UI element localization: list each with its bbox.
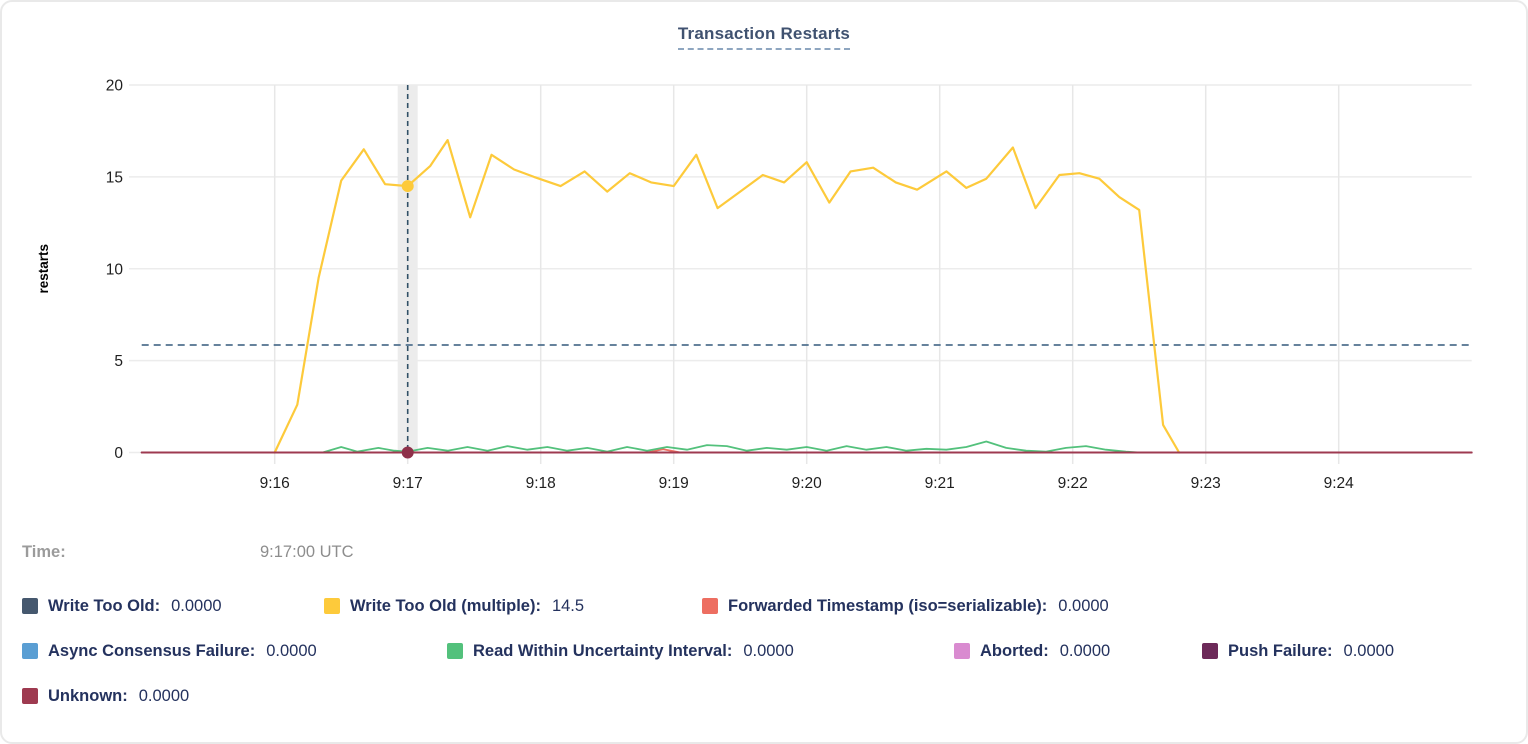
series-color-swatch bbox=[1202, 643, 1218, 659]
legend-item-write-too-old: Write Too Old: 0.0000 bbox=[22, 591, 222, 621]
series-label: Unknown: bbox=[48, 686, 128, 705]
x-tick-label: 9:24 bbox=[1324, 475, 1355, 492]
x-tick-label: 9:22 bbox=[1058, 475, 1088, 492]
transaction-restarts-chart[interactable]: 0 5 10 15 20 9:16 9:17 9:18 9:19 9:20 9:21 9:22 9:23… bbox=[2, 2, 1528, 514]
series-color-swatch bbox=[447, 643, 463, 659]
chart-header: Transaction Restarts bbox=[2, 24, 1526, 50]
series-value: 14.5 bbox=[551, 596, 585, 615]
x-tick-label: 9:23 bbox=[1191, 475, 1221, 492]
series-value: 0.0000 bbox=[1058, 596, 1109, 615]
x-tick-label: 9:17 bbox=[393, 475, 423, 492]
legend-item-read-within-uncertainty-interval: Read Within Uncertainty Interval: 0.0000 bbox=[447, 636, 794, 666]
series-value: 0.0000 bbox=[266, 641, 317, 660]
y-tick-label: 15 bbox=[106, 169, 123, 186]
y-axis-title: restarts bbox=[36, 244, 51, 294]
series-color-swatch bbox=[324, 598, 340, 614]
series-color-swatch bbox=[22, 598, 38, 614]
y-tick-label: 0 bbox=[114, 445, 123, 462]
y-tick-label: 10 bbox=[106, 261, 124, 278]
legend-item-forwarded-timestamp: Forwarded Timestamp (iso=serializable): … bbox=[702, 591, 1109, 621]
series-color-swatch bbox=[22, 688, 38, 704]
x-tick-label: 9:16 bbox=[260, 475, 290, 492]
series-line-write-too-old-multiple- bbox=[273, 139, 1181, 454]
legend-item-aborted: Aborted: 0.0000 bbox=[954, 636, 1110, 666]
series-label: Async Consensus Failure: bbox=[48, 641, 256, 660]
series-value: 0.0000 bbox=[1343, 641, 1394, 660]
chart-title[interactable]: Transaction Restarts bbox=[677, 24, 851, 50]
series-color-swatch bbox=[702, 598, 718, 614]
legend-item-async-consensus-failure: Async Consensus Failure: 0.0000 bbox=[22, 636, 317, 666]
hover-time-row: Time: 9:17:00 UTC bbox=[22, 537, 354, 567]
time-value: 9:17:00 UTC bbox=[260, 542, 354, 561]
series-label: Write Too Old (multiple): bbox=[350, 596, 541, 615]
x-tick-label: 9:20 bbox=[792, 475, 823, 492]
legend-item-unknown: Unknown: 0.0000 bbox=[22, 681, 189, 711]
x-tick-label: 9:18 bbox=[526, 475, 556, 492]
series-label: Push Failure: bbox=[1228, 641, 1333, 660]
series-label: Aborted: bbox=[980, 641, 1049, 660]
legend-item-write-too-old-multiple: Write Too Old (multiple): 14.5 bbox=[324, 591, 584, 621]
legend-item-push-failure: Push Failure: 0.0000 bbox=[1202, 636, 1394, 666]
series-line-read-within-uncertainty-interval bbox=[321, 440, 1141, 454]
x-tick-label: 9:19 bbox=[659, 475, 689, 492]
series-value: 0.0000 bbox=[743, 641, 794, 660]
series-label: Forwarded Timestamp (iso=serializable): bbox=[728, 596, 1048, 615]
series-color-swatch bbox=[22, 643, 38, 659]
time-label: Time: bbox=[22, 542, 66, 561]
y-tick-label: 20 bbox=[106, 78, 124, 95]
series-value: 0.0000 bbox=[138, 686, 190, 705]
series-color-swatch bbox=[954, 643, 970, 659]
x-tick-label: 9:21 bbox=[925, 475, 955, 492]
series-value: 0.0000 bbox=[1059, 641, 1111, 660]
series-label: Write Too Old: bbox=[48, 596, 161, 615]
series-label: Read Within Uncertainty Interval: bbox=[473, 641, 733, 660]
y-tick-label: 5 bbox=[114, 353, 123, 370]
hover-point-write-too-old-multiple- bbox=[401, 180, 414, 193]
hover-point-unknown bbox=[401, 446, 414, 459]
series-value: 0.0000 bbox=[171, 596, 222, 615]
